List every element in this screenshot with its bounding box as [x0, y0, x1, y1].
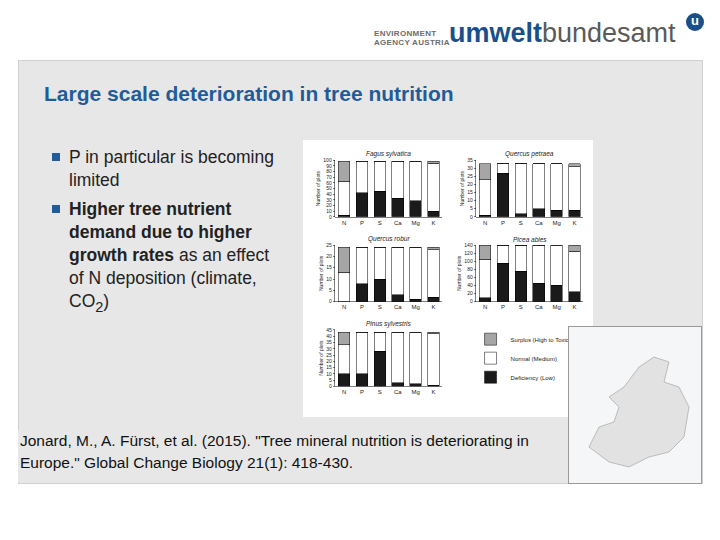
svg-text:100: 100 — [323, 157, 332, 163]
svg-text:Number of plots: Number of plots — [318, 255, 324, 291]
svg-text:Mg: Mg — [552, 220, 560, 226]
svg-text:Mg: Mg — [552, 304, 560, 310]
svg-text:Number of plots: Number of plots — [315, 170, 321, 206]
svg-text:S: S — [519, 220, 523, 226]
svg-text:P: P — [360, 220, 364, 226]
svg-text:Ca: Ca — [535, 220, 543, 226]
html-text:P in particular is becoming li: P in particular is becoming limited — [69, 147, 274, 190]
svg-text:0: 0 — [470, 298, 473, 304]
svg-text:140: 140 — [464, 242, 473, 248]
svg-text:Fagus sylvatica: Fagus sylvatica — [366, 150, 411, 158]
svg-text:100: 100 — [464, 258, 473, 264]
svg-text:0: 0 — [329, 214, 332, 220]
svg-text:0: 0 — [470, 214, 473, 220]
svg-text:5: 5 — [470, 205, 473, 211]
svg-text:Surplus (High to Toxic): Surplus (High to Toxic) — [511, 337, 571, 343]
html-text:ENVIRONMENT: ENVIRONMENT — [374, 29, 437, 38]
svg-text:Pinus sylvestris: Pinus sylvestris — [366, 320, 412, 328]
svg-text:Quercus petraea: Quercus petraea — [505, 150, 554, 158]
svg-text:90: 90 — [326, 163, 332, 169]
svg-text:Number of plots: Number of plots — [318, 340, 324, 376]
svg-text:P: P — [360, 304, 364, 310]
svg-text:20: 20 — [326, 358, 332, 364]
svg-text:15: 15 — [326, 264, 332, 270]
svg-text:N: N — [342, 389, 346, 395]
svg-text:20: 20 — [467, 181, 473, 187]
svg-text:K: K — [572, 220, 576, 226]
svg-text:0: 0 — [329, 298, 332, 304]
html-text:Higher tree nutrient demand du: Higher tree nutrient demand due to highe… — [69, 199, 270, 315]
svg-text:Normal (Medium): Normal (Medium) — [511, 356, 557, 362]
svg-text:S: S — [519, 304, 523, 310]
svg-text:70: 70 — [326, 174, 332, 180]
svg-text:35: 35 — [467, 157, 473, 163]
svg-text:25: 25 — [326, 242, 332, 248]
svg-text:5: 5 — [329, 287, 332, 293]
svg-text:10: 10 — [467, 197, 473, 203]
html-text:Jonard, M., A. Fürst, et al. (: Jonard, M., A. Fürst, et al. (2015). "Tr… — [20, 432, 529, 471]
svg-text:10: 10 — [326, 371, 332, 377]
svg-text:25: 25 — [467, 173, 473, 179]
svg-text:10: 10 — [326, 276, 332, 282]
svg-text:5: 5 — [329, 377, 332, 383]
svg-text:K: K — [431, 220, 435, 226]
svg-text:Ca: Ca — [394, 304, 402, 310]
svg-text:60: 60 — [326, 180, 332, 186]
svg-text:20: 20 — [467, 290, 473, 296]
svg-text:Number of plots: Number of plots — [459, 170, 465, 206]
svg-text:80: 80 — [326, 168, 332, 174]
svg-text:30: 30 — [467, 165, 473, 171]
svg-text:Number of plots: Number of plots — [456, 255, 462, 291]
svg-text:Quercus robur: Quercus robur — [368, 235, 410, 243]
html-text:AGENCY AUSTRIA: AGENCY AUSTRIA — [374, 38, 450, 47]
svg-text:N: N — [342, 220, 346, 226]
svg-text:P: P — [360, 389, 364, 395]
svg-text:K: K — [572, 304, 576, 310]
svg-text:Picea abies: Picea abies — [513, 236, 547, 243]
svg-text:40: 40 — [326, 333, 332, 339]
svg-text:35: 35 — [326, 339, 332, 345]
svg-text:15: 15 — [467, 189, 473, 195]
svg-text:Ca: Ca — [394, 220, 402, 226]
svg-text:120: 120 — [464, 250, 473, 256]
svg-text:60: 60 — [467, 274, 473, 280]
svg-text:Mg: Mg — [411, 304, 419, 310]
svg-text:20: 20 — [326, 202, 332, 208]
svg-text:K: K — [431, 389, 435, 395]
svg-text:20: 20 — [326, 253, 332, 259]
svg-text:30: 30 — [326, 197, 332, 203]
svg-text:N: N — [342, 304, 346, 310]
svg-text:25: 25 — [326, 352, 332, 358]
svg-text:N: N — [483, 220, 487, 226]
svg-text:0: 0 — [329, 383, 332, 389]
svg-text:Ca: Ca — [394, 389, 402, 395]
svg-text:Mg: Mg — [411, 220, 419, 226]
svg-text:P: P — [501, 304, 505, 310]
svg-text:40: 40 — [326, 191, 332, 197]
svg-text:K: K — [431, 304, 435, 310]
svg-text:10: 10 — [326, 208, 332, 214]
svg-text:S: S — [378, 389, 382, 395]
svg-text:80: 80 — [467, 266, 473, 272]
html-text:umwelt bundesamt: umwelt bundesamt — [449, 18, 676, 48]
svg-text:Ca: Ca — [535, 304, 543, 310]
html-text:Large scale deterioration in t: Large scale deterioration in tree nutrit… — [44, 82, 454, 105]
svg-text:50: 50 — [326, 185, 332, 191]
svg-text:15: 15 — [326, 364, 332, 370]
html-text:u: u — [691, 13, 699, 28]
svg-text:N: N — [483, 304, 487, 310]
svg-text:40: 40 — [467, 282, 473, 288]
svg-text:S: S — [378, 304, 382, 310]
svg-text:P: P — [501, 220, 505, 226]
svg-text:Deficiency (Low): Deficiency (Low) — [511, 375, 555, 381]
svg-text:30: 30 — [326, 346, 332, 352]
svg-text:Mg: Mg — [411, 389, 419, 395]
svg-text:S: S — [378, 220, 382, 226]
svg-text:45: 45 — [326, 327, 332, 333]
